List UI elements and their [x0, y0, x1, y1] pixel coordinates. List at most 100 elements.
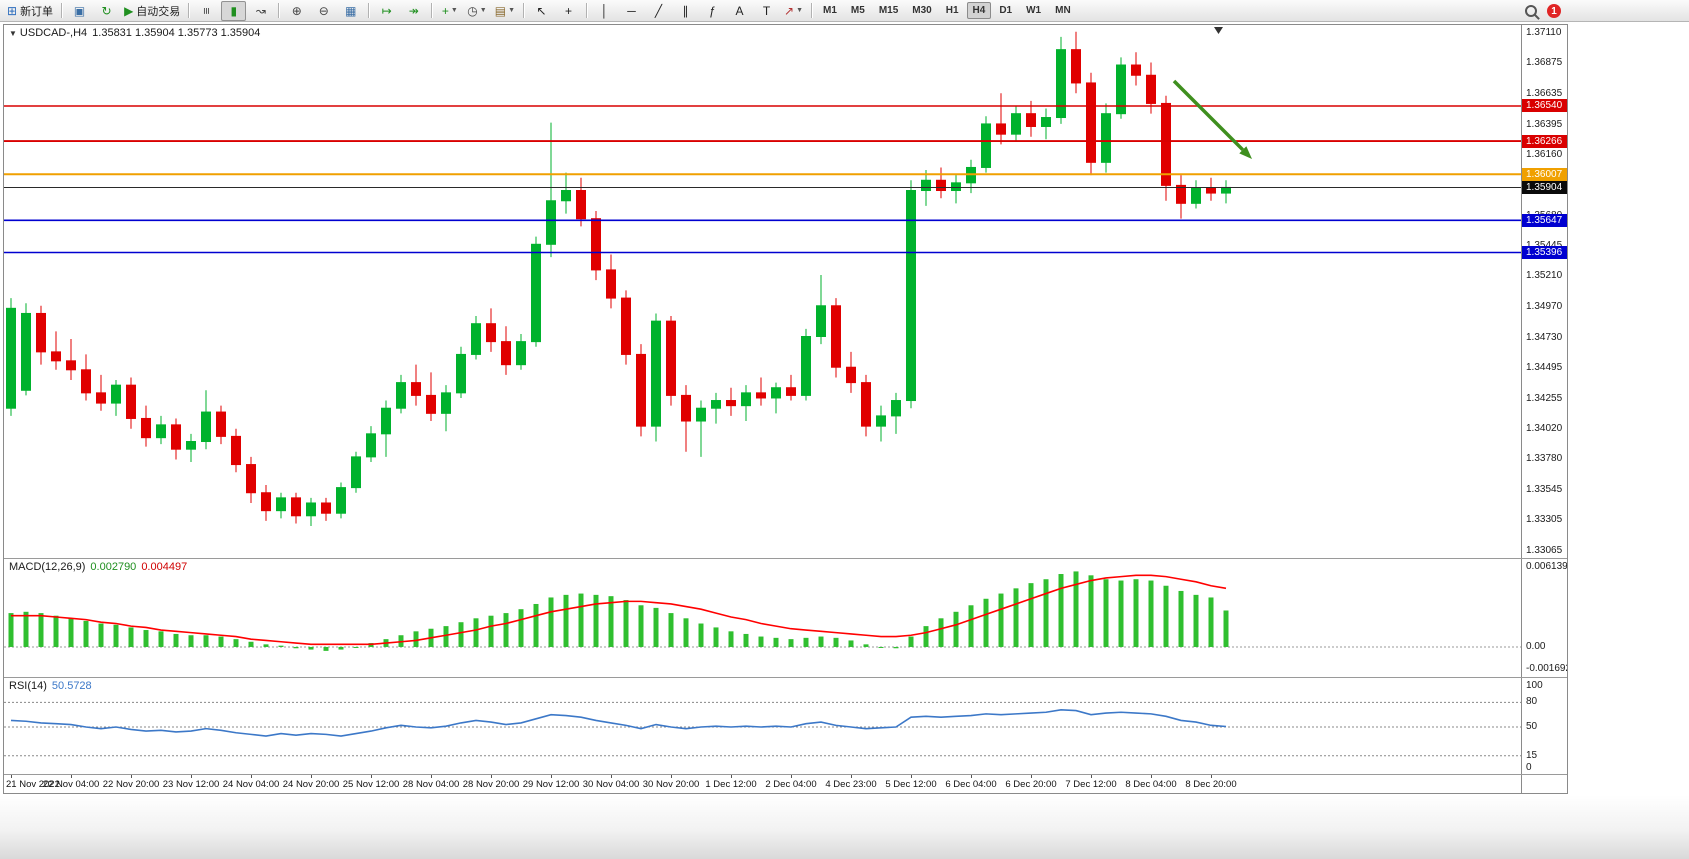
refresh-icon: ↻: [101, 3, 112, 18]
price-tick-label: 1.35210: [1526, 270, 1563, 282]
rsi-chart-area[interactable]: RSI(14) 50.5728: [4, 678, 1521, 774]
horizontal-line-button[interactable]: ─: [619, 1, 644, 21]
auto-trading-icon: ▶: [124, 3, 134, 18]
time-tick: [731, 775, 732, 778]
new-order-button[interactable]: ⊞ 新订单: [4, 1, 56, 21]
zoom-out-button[interactable]: ⊖: [311, 1, 336, 21]
candlestick-chart-button[interactable]: ▮: [221, 0, 247, 21]
time-axis[interactable]: 21 Nov 2022 22 Nov 04:00 22 Nov 20:00 23 No…: [4, 775, 1521, 793]
main-toolbar: ⊞ 新订单 ▣ ↻ ▶ 自动交易 ≡ ▮ ↝ ⊕ ⊖ ▦ ↦ ↠ + ▼ ◷ ▼ ▤ ▼ ↖ + │ ─ ╱ ∥ ƒ A T ↗ ▼ M1 M5…: [0, 0, 1689, 22]
toolbar-separator: [188, 3, 190, 18]
toolbar-items: ⊞ 新订单 ▣ ↻ ▶ 自动交易 ≡ ▮ ↝ ⊕ ⊖ ▦ ↦ ↠ + ▼ ◷ ▼ ▤ ▼ ↖ + │ ─ ╱ ∥ ƒ A T ↗ ▼ M1 M5…: [3, 0, 1078, 21]
macd-chart-svg[interactable]: [4, 559, 1521, 677]
trend-arrow[interactable]: [1172, 79, 1252, 159]
auto-scroll-button[interactable]: ↦: [374, 1, 399, 21]
periods-button[interactable]: ◷ ▼: [464, 1, 489, 21]
candles-icon: ▮: [230, 3, 238, 18]
price-axis[interactable]: 1.37110 1.36875 1.36635 1.36395 1.36160 1.359…: [1521, 25, 1567, 558]
chart-window: ▼ USDCAD-,H4 1.35831 1.35904 1.35773 1.359…: [3, 24, 1568, 794]
timeframe-mn[interactable]: MN: [1055, 5, 1071, 16]
time-tick: [371, 775, 372, 778]
text-button[interactable]: A: [727, 1, 752, 21]
chart-window-button[interactable]: ▣: [67, 1, 92, 21]
time-axis-label: 6 Dec 04:00: [945, 779, 997, 790]
price-pane: ▼ USDCAD-,H4 1.35831 1.35904 1.35773 1.359…: [4, 25, 1567, 558]
time-tick: [191, 775, 192, 778]
pane-separator[interactable]: [4, 558, 1567, 559]
time-tick: [251, 775, 252, 778]
time-tick: [1151, 775, 1152, 778]
time-tick: [911, 775, 912, 778]
time-tick: [71, 775, 72, 778]
timeframe-m30[interactable]: M30: [912, 5, 932, 16]
price-chart-svg[interactable]: [4, 25, 1521, 558]
price-tick-label: 1.33780: [1526, 453, 1563, 465]
line-chart-icon: ↝: [255, 3, 266, 18]
time-axis-label: 29 Nov 12:00: [522, 779, 580, 790]
fibonacci-button[interactable]: ƒ: [700, 1, 725, 21]
timeframe-w1[interactable]: W1: [1026, 5, 1042, 16]
indicators-button[interactable]: + ▼: [437, 1, 462, 21]
cursor-icon: ↖: [536, 3, 547, 18]
vertical-line-button[interactable]: │: [592, 1, 617, 21]
rsi-chart-svg[interactable]: [4, 678, 1521, 774]
refresh-button[interactable]: ↻: [94, 1, 119, 21]
line-chart-button[interactable]: ↝: [248, 1, 273, 21]
time-axis-label: 25 Nov 12:00: [342, 779, 400, 790]
price-tick-label: 1.36160: [1526, 148, 1563, 160]
chart-window-icon: ▣: [73, 3, 86, 18]
time-tick: [1031, 775, 1032, 778]
timeframe-m5[interactable]: M5: [850, 5, 865, 16]
macd-signal-value: 0.004497: [141, 561, 188, 573]
toolbar-separator: [431, 3, 433, 18]
crosshair-button[interactable]: +: [556, 1, 581, 21]
trendline-button[interactable]: ╱: [646, 1, 671, 21]
price-chart-area[interactable]: ▼ USDCAD-,H4 1.35831 1.35904 1.35773 1.359…: [4, 25, 1521, 558]
time-tick: [1211, 775, 1212, 778]
bars-icon: ≡: [199, 6, 214, 15]
timeframe-h4[interactable]: H4: [966, 2, 992, 19]
zoom-in-button[interactable]: ⊕: [284, 1, 309, 21]
time-tick: [431, 775, 432, 778]
time-tick: [851, 775, 852, 778]
time-axis-label: 5 Dec 12:00: [885, 779, 937, 790]
cursor-button[interactable]: ↖: [529, 1, 554, 21]
timeframe-h1[interactable]: H1: [945, 5, 959, 16]
chart-menu-caret-icon[interactable]: ▼: [9, 29, 17, 38]
rsi-axis: 100 80 50 15 0: [1521, 678, 1567, 774]
time-axis-row: 21 Nov 2022 22 Nov 04:00 22 Nov 20:00 23 No…: [4, 775, 1567, 793]
tile-windows-button[interactable]: ▦: [338, 1, 363, 21]
price-tick-label: 1.36635: [1526, 87, 1563, 99]
rsi-tick-label: 0: [1526, 762, 1532, 773]
search-icon[interactable]: [1525, 5, 1537, 17]
timeframe-m1[interactable]: M1: [823, 5, 837, 16]
auto-trading-button[interactable]: ▶ 自动交易: [121, 1, 183, 21]
timeframe-d1[interactable]: D1: [999, 5, 1013, 16]
pane-separator[interactable]: [4, 774, 1567, 775]
rsi-header: RSI(14) 50.5728: [9, 680, 92, 692]
time-axis-label: 30 Nov 04:00: [582, 779, 640, 790]
timeframe-m15[interactable]: M15: [878, 5, 899, 16]
arrows-button[interactable]: ↗ ▼: [781, 1, 806, 21]
zoom-out-icon: ⊖: [318, 3, 329, 18]
horizontal-line-icon: ─: [627, 3, 636, 18]
text-label-button[interactable]: T: [754, 1, 779, 21]
equidistant-channel-button[interactable]: ∥: [673, 1, 698, 21]
bar-chart-button[interactable]: ≡: [194, 1, 219, 21]
chart-ohlc-values: 1.35831 1.35904 1.35773 1.35904: [92, 27, 261, 39]
time-axis-label: 2 Dec 04:00: [765, 779, 817, 790]
macd-chart-area[interactable]: MACD(12,26,9) 0.002790 0.004497: [4, 559, 1521, 677]
price-tick-label: 1.34730: [1526, 331, 1563, 343]
notification-badge[interactable]: 1: [1547, 4, 1561, 18]
time-tick: [311, 775, 312, 778]
chart-shift-button[interactable]: ↠: [401, 1, 426, 21]
price-tick-label: 1.36395: [1526, 118, 1563, 130]
time-tick: [551, 775, 552, 778]
time-axis-label: 21 Nov 2022: [6, 779, 60, 790]
pane-separator[interactable]: [4, 677, 1567, 678]
rsi-value: 50.5728: [51, 680, 92, 692]
rsi-tick-label: 15: [1526, 749, 1538, 761]
templates-button[interactable]: ▤ ▼: [492, 1, 518, 21]
toolbar-separator: [811, 3, 812, 18]
new-order-icon: ⊞: [7, 3, 18, 18]
